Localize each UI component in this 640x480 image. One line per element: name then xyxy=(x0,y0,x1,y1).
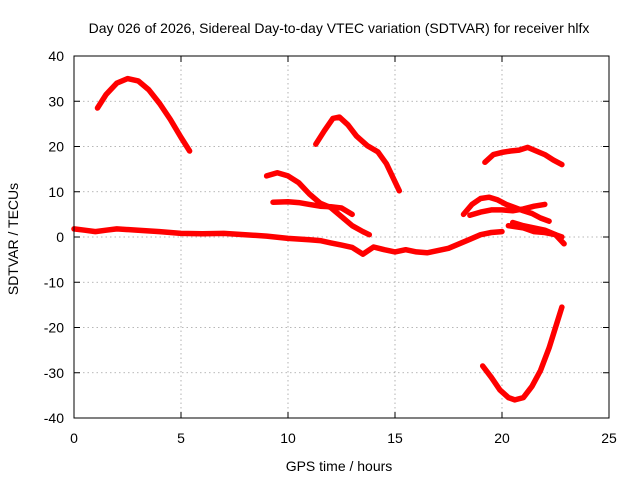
x-tick-label: 0 xyxy=(70,430,78,446)
x-tick-label: 25 xyxy=(601,430,617,446)
x-axis-label: GPS time / hours xyxy=(286,458,393,474)
series-arc-11 xyxy=(479,304,565,403)
series-arc-10 xyxy=(505,222,565,240)
grid-lines xyxy=(74,56,609,418)
chart-title: Day 026 of 2026, Sidereal Day-to-day VTE… xyxy=(89,20,590,36)
y-tick-label: 40 xyxy=(48,48,64,64)
y-tick-label: -20 xyxy=(44,320,64,336)
y-tick-label: 30 xyxy=(48,93,64,109)
x-tick-label: 20 xyxy=(494,430,510,446)
axes: 0 5 10 15 20 25 -40 -30 -20 -10 0 10 20 30 40 xyxy=(44,48,617,446)
series-arc-08 xyxy=(467,201,548,219)
y-tick-label: -30 xyxy=(44,365,64,381)
series-arc-03 xyxy=(263,169,373,238)
series-arc-06 xyxy=(482,144,565,168)
series-arc-01 xyxy=(71,226,505,257)
y-tick-label: -40 xyxy=(44,410,64,426)
series-arc-04 xyxy=(270,198,355,218)
series-arc-02 xyxy=(94,75,193,154)
y-tick-label: 20 xyxy=(48,139,64,155)
y-tick-label: 10 xyxy=(48,184,64,200)
data-series-group xyxy=(71,75,567,403)
series-arc-05 xyxy=(313,114,403,194)
x-tick-label: 15 xyxy=(387,430,403,446)
x-tick-label: 10 xyxy=(280,430,296,446)
y-axis-label: SDTVAR / TECUs xyxy=(5,183,21,295)
y-tick-label: -10 xyxy=(44,274,64,290)
series-arc-07 xyxy=(460,194,552,224)
x-tick-label: 5 xyxy=(177,430,185,446)
y-tick-label: 0 xyxy=(56,229,64,245)
